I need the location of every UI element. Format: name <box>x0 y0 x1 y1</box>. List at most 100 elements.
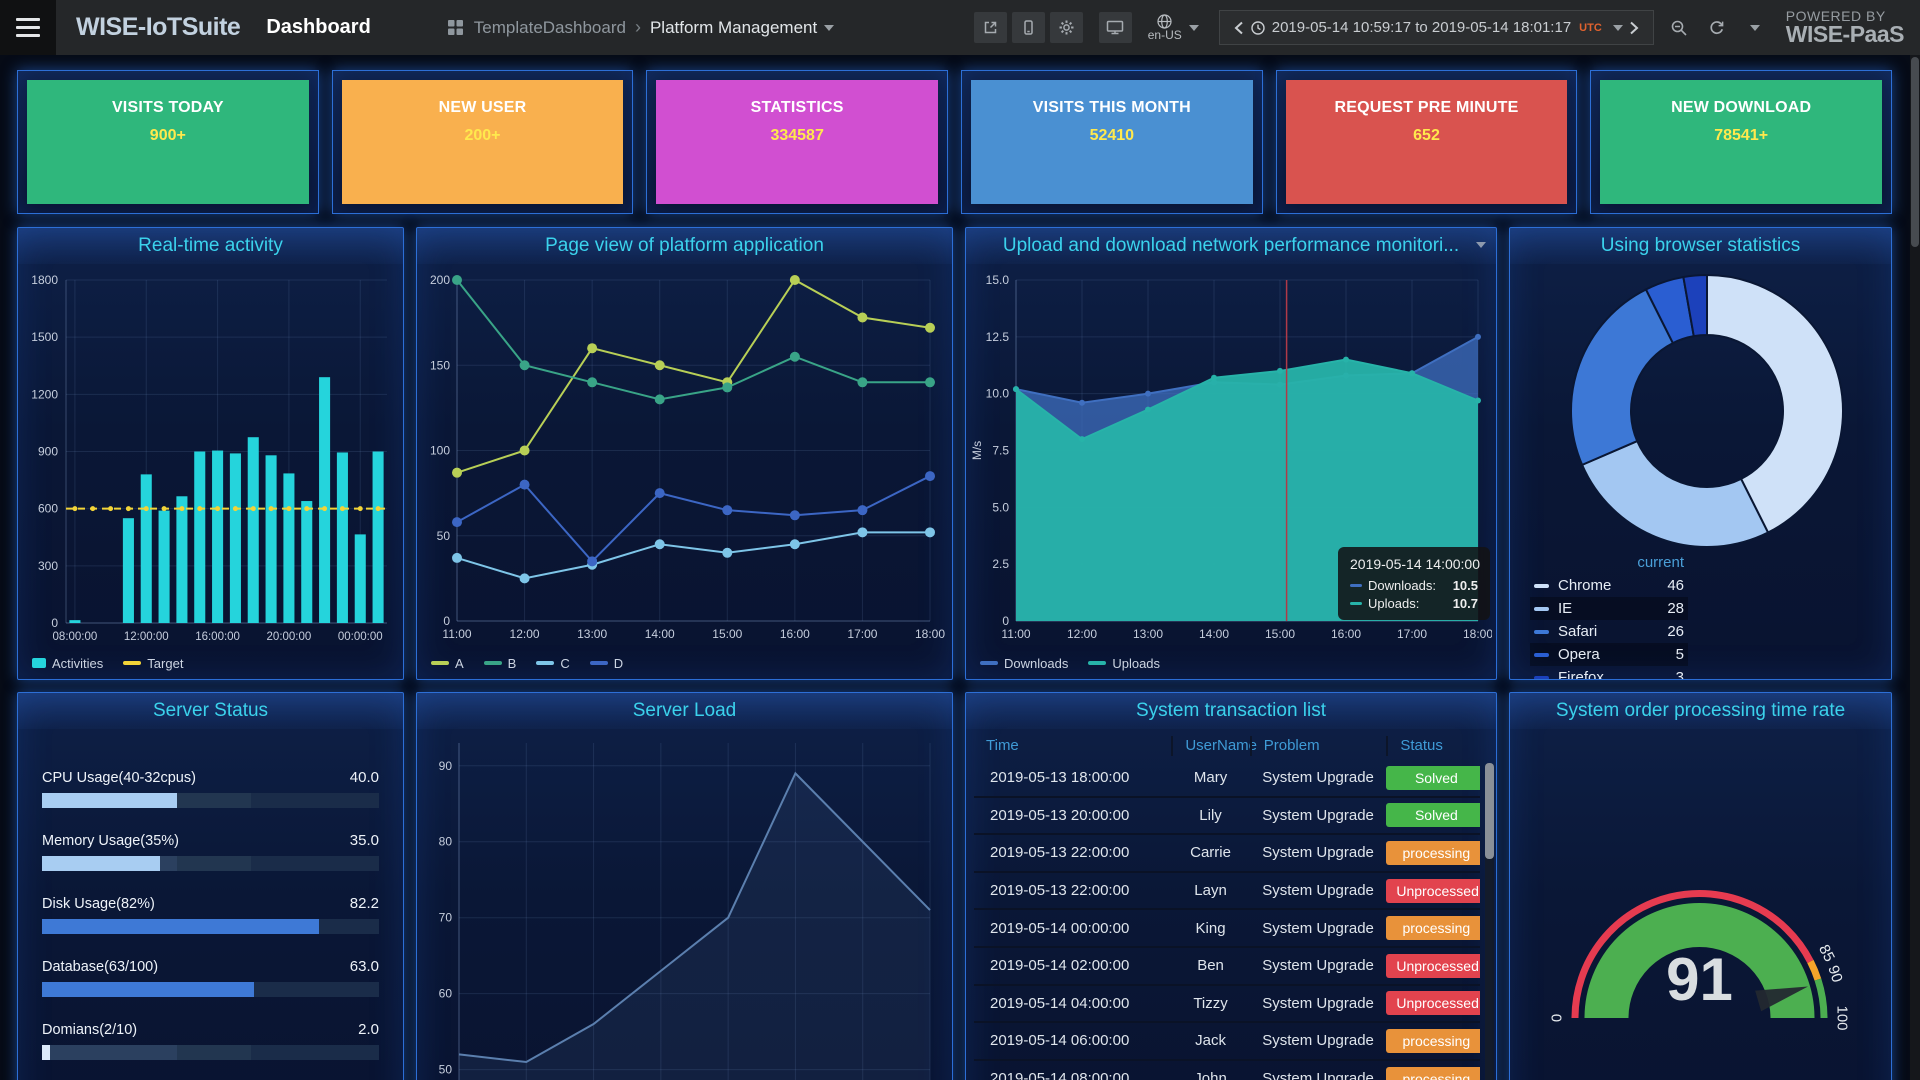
svg-text:14:00: 14:00 <box>645 627 675 641</box>
panel-browser-statistics: Using browser statistics current Chrome 46… <box>1509 227 1892 680</box>
column-header-time: Time <box>986 736 1019 754</box>
server-status-item: Database(63/100) 63.0 <box>42 958 379 997</box>
svg-text:100: 100 <box>430 444 450 458</box>
stat-card: VISITS THIS MONTH 52410 <box>960 70 1263 214</box>
table-scrollbar-thumb[interactable] <box>1485 763 1494 859</box>
stat-card-value: 334587 <box>770 127 824 144</box>
details-row: Server Status CPU Usage(40-32cpus) 40.0 Me… <box>17 692 1892 1080</box>
legend-item-target[interactable]: Target <box>123 656 183 671</box>
legend-item-c[interactable]: C <box>536 656 570 671</box>
legend-item-uploads[interactable]: Uploads <box>1088 656 1160 671</box>
stat-card-title: STATISTICS <box>750 99 844 116</box>
breadcrumb-parent[interactable]: TemplateDashboard <box>473 17 626 37</box>
status-badge: processing <box>1386 840 1480 865</box>
powered-by-text: POWERED BY <box>1785 7 1886 24</box>
stat-card-title: REQUEST PRE MINUTE <box>1334 99 1519 116</box>
svg-text:18:00: 18:00 <box>915 627 945 641</box>
stat-cards-row: VISITS TODAY 900+ NEW USER 200+ STATISTICS 33… <box>17 70 1892 214</box>
svg-text:16:00: 16:00 <box>780 627 810 641</box>
tv-mode-button[interactable] <box>1098 12 1132 43</box>
panel-title-upload: Upload and download network performance … <box>1002 235 1460 256</box>
panel-network-performance: Upload and download network performance … <box>965 227 1497 680</box>
legend-item-downloads[interactable]: Downloads <box>980 656 1068 671</box>
status-badge: processing <box>1386 916 1480 941</box>
chart-tooltip: 2019-05-14 14:00:00 Downloads: 10.5 Uploads… <box>1338 547 1490 620</box>
stat-card: VISITS TODAY 900+ <box>17 70 319 214</box>
stat-card-value: 652 <box>1413 127 1440 144</box>
transaction-table: Time UserName Problem Status 2019-05-13 18:0… <box>974 731 1480 1080</box>
panel-menu-caret-icon[interactable] <box>1476 242 1486 248</box>
svg-text:11:00: 11:00 <box>1001 627 1030 641</box>
tooltip-title: 2019-05-14 14:00:00 <box>1350 556 1480 572</box>
svg-text:13:00: 13:00 <box>577 627 607 641</box>
mobile-view-button[interactable] <box>1011 12 1045 43</box>
page-scrollbar[interactable] <box>1910 55 1920 1080</box>
page-view-legend: A B C D <box>431 652 623 674</box>
status-badge: Unprocessed <box>1386 991 1480 1016</box>
table-row: 2019-05-13 18:00:00 Mary System Upgrade Sol… <box>974 760 1480 798</box>
time-forward-button[interactable] <box>1623 13 1645 43</box>
locale-selector[interactable]: en-US <box>1148 13 1199 42</box>
browser-legend: current Chrome 46 IE 28 Safari 26 Opera 5 Firefox… <box>1530 552 1688 679</box>
zoom-out-button[interactable] <box>1663 12 1696 43</box>
time-range-picker: 2019-05-14 10:59:17 to 2019-05-14 18:01:… <box>1218 10 1654 45</box>
share-button[interactable] <box>973 12 1007 43</box>
browser-legend-item-firefox[interactable]: Firefox 3 <box>1530 666 1688 679</box>
svg-text:20:00:00: 20:00:00 <box>267 631 312 643</box>
section-title: Dashboard <box>266 16 371 38</box>
panel-transaction-list: System transaction list Time UserName Prob… <box>965 692 1497 1080</box>
svg-text:90: 90 <box>439 759 453 773</box>
table-row: 2019-05-14 06:00:00 Jack System Upgrade pro… <box>974 1023 1480 1061</box>
svg-text:1800: 1800 <box>31 273 58 287</box>
panel-server-load: Server Load 50 60 70 80 90 <box>416 692 953 1080</box>
server-status-item: CPU Usage(40-32cpus) 40.0 <box>42 769 379 808</box>
realtime-activity-chart: 0 300 600 900 1200 1500 1800 08:00:00 12:00:00 16… <box>20 266 399 647</box>
stat-card: NEW DOWNLOAD 78541+ <box>1590 70 1892 214</box>
panel-title-browser: Using browser statistics <box>1600 235 1801 256</box>
browser-legend-item-opera[interactable]: Opera 5 <box>1530 643 1688 666</box>
svg-text:1500: 1500 <box>31 330 58 344</box>
svg-text:16:00: 16:00 <box>1331 627 1361 641</box>
stat-card-title: NEW USER <box>438 99 527 116</box>
time-range-text[interactable]: 2019-05-14 10:59:17 to 2019-05-14 18:01:… <box>1271 19 1572 36</box>
status-badge: Unprocessed <box>1386 878 1480 903</box>
svg-text:17:00: 17:00 <box>1397 627 1427 641</box>
server-status-item: Memory Usage(35%) 35.0 <box>42 832 379 871</box>
browser-legend-item-safari[interactable]: Safari 26 <box>1530 620 1688 643</box>
column-header-problem: Problem <box>1249 735 1387 756</box>
locale-label: en-US <box>1147 28 1182 42</box>
svg-text:7.5: 7.5 <box>992 444 1009 458</box>
refresh-interval-caret-button[interactable] <box>1739 12 1772 43</box>
svg-text:15:00: 15:00 <box>1265 627 1295 641</box>
svg-text:900: 900 <box>38 445 58 459</box>
browser-legend-item-ie[interactable]: IE 28 <box>1530 597 1688 620</box>
timezone-caret-icon[interactable] <box>1612 24 1623 31</box>
realtime-legend: Activities Target <box>32 652 183 674</box>
menu-button[interactable] <box>0 0 56 55</box>
panel-realtime-activity: Real-time activity 0 300 600 900 1200 1500 180… <box>17 227 404 680</box>
svg-text:5.0: 5.0 <box>992 500 1009 514</box>
legend-item-d[interactable]: D <box>589 656 623 671</box>
legend-item-b[interactable]: B <box>483 656 516 671</box>
settings-gear-button[interactable] <box>1049 12 1083 43</box>
time-back-button[interactable] <box>1228 13 1250 43</box>
panel-order-processing-gauge: System order processing time rate 0 85 90 1… <box>1509 692 1892 1080</box>
status-badge: processing <box>1386 1066 1480 1080</box>
browser-legend-item-chrome[interactable]: Chrome 46 <box>1530 574 1688 597</box>
legend-item-a[interactable]: A <box>431 656 464 671</box>
breadcrumb-current[interactable]: Platform Management <box>649 17 818 37</box>
svg-text:90: 90 <box>1824 963 1845 984</box>
dashboard-dropdown-caret-icon[interactable] <box>824 24 835 31</box>
stat-card-title: VISITS THIS MONTH <box>1032 99 1191 116</box>
legend-item-activities[interactable]: Activities <box>32 656 103 671</box>
order-processing-gauge: 0 85 90 100 91 <box>1512 731 1887 1080</box>
svg-text:12:00:00: 12:00:00 <box>124 631 169 643</box>
timezone-label[interactable]: UTC <box>1579 21 1602 34</box>
svg-text:0: 0 <box>1549 1014 1566 1022</box>
svg-text:10.0: 10.0 <box>986 387 1010 401</box>
app-logo: WISE-IoTSuite <box>76 13 241 41</box>
stat-card-value: 900+ <box>149 127 186 144</box>
svg-text:18:00: 18:00 <box>1463 627 1492 641</box>
refresh-button[interactable] <box>1701 12 1734 43</box>
